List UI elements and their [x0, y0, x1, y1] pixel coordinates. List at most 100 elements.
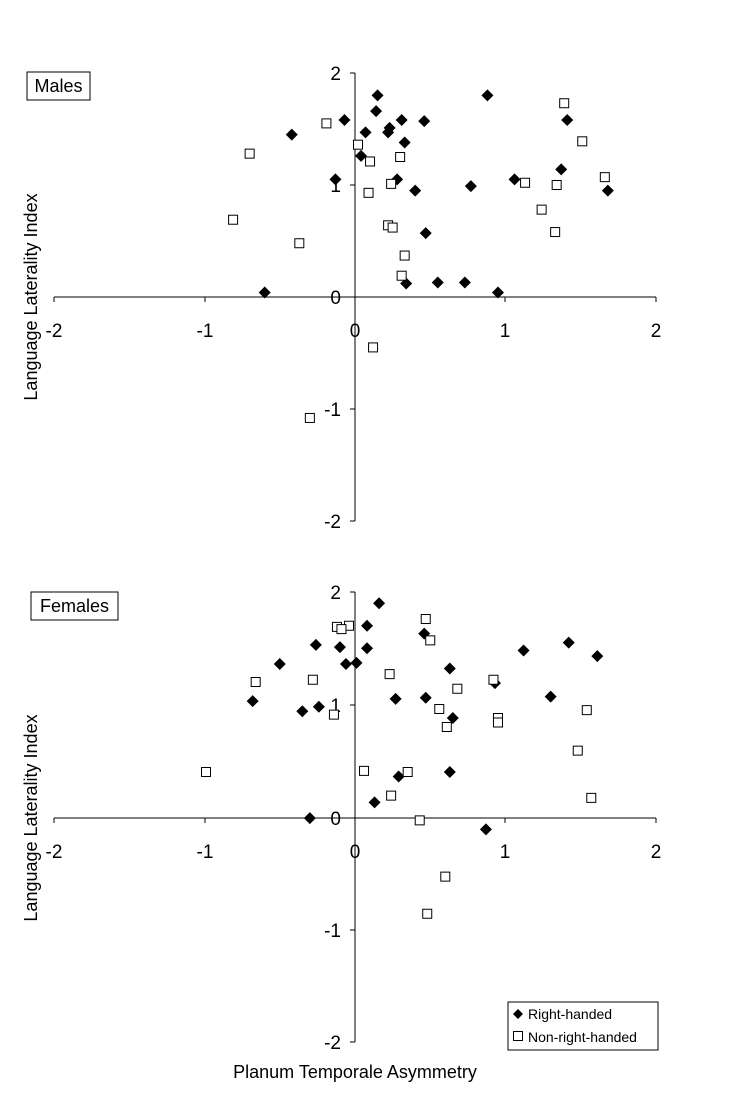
females-y-tick-label: -2 [324, 1033, 341, 1054]
males-y-tick-label: -2 [324, 512, 341, 533]
females-panel: -2 -1 0 1 2 2 1 0 -1 -2 Language Lateral… [21, 583, 661, 1054]
males-x-tick-label: 0 [350, 321, 361, 342]
legend-non-right-handed-marker [513, 1031, 523, 1041]
males-right-handed-point [370, 105, 383, 118]
males-non-right-handed-point [599, 172, 610, 183]
males-right-handed-point [508, 173, 521, 186]
males-right-handed-point [561, 114, 574, 127]
males-right-handed-point [491, 286, 504, 299]
males-non-right-handed-point [304, 412, 315, 423]
males-x-tick-label: -2 [46, 321, 63, 342]
females-non-right-handed-point [441, 722, 452, 732]
females-x-tick-label: 1 [500, 842, 511, 863]
males-x-tick-label: 2 [651, 321, 662, 342]
legend-right-handed-marker [513, 1009, 523, 1019]
males-non-right-handed-point [321, 118, 332, 129]
males-non-right-handed-point [386, 178, 397, 189]
legend-right-handed-label: Right-handed [528, 1006, 612, 1022]
males-y-axis-title: Language Laterality Index [21, 193, 41, 400]
males-right-handed-point [431, 276, 444, 289]
females-y-tick-label: 2 [330, 583, 341, 604]
males-y-tick-label: -1 [324, 400, 341, 421]
males-right-handed-point [395, 114, 408, 127]
males-x-tick-label: 1 [500, 321, 511, 342]
males-right-handed-point [418, 115, 431, 128]
females-right-handed-point [368, 796, 381, 809]
females-data-points [201, 597, 604, 919]
females-right-handed-point [443, 662, 456, 675]
females-non-right-handed-point [307, 674, 318, 685]
males-non-right-handed-point [399, 250, 410, 261]
females-non-right-handed-point [572, 745, 583, 756]
females-x-tick-label: 0 [350, 842, 361, 863]
females-non-right-handed-point [452, 683, 463, 694]
males-non-right-handed-point [365, 156, 376, 167]
males-non-right-handed-point [244, 148, 255, 159]
females-right-handed-point [246, 695, 259, 708]
females-non-right-handed-point [422, 908, 433, 919]
females-panel-label: Females [40, 596, 109, 616]
females-non-right-handed-point [440, 871, 451, 882]
legend-non-right-handed-label: Non-right-handed [528, 1029, 637, 1045]
males-non-right-handed-point [294, 238, 305, 249]
females-right-handed-point [443, 766, 456, 778]
males-right-handed-point [359, 126, 372, 139]
females-right-handed-point [373, 597, 386, 610]
males-non-right-handed-point [353, 139, 364, 150]
females-label-box [30, 591, 119, 621]
females-non-right-handed-point [425, 635, 436, 646]
males-right-handed-point [458, 276, 471, 289]
males-right-handed-point [338, 114, 351, 127]
females-non-right-handed-point [359, 765, 370, 776]
females-right-handed-point [361, 642, 374, 655]
females-y-tick-label: 1 [330, 696, 341, 717]
females-non-right-handed-point [420, 614, 431, 624]
females-non-right-handed-point [434, 704, 445, 714]
females-right-handed-point [419, 691, 432, 704]
males-non-right-handed-point [363, 187, 374, 198]
females-non-right-handed-point [402, 767, 413, 777]
males-non-right-handed-point [536, 204, 547, 215]
females-right-handed-point [273, 658, 286, 670]
females-y-axis-title: Language Laterality Index [21, 714, 41, 921]
males-y-tick-label: 2 [330, 64, 341, 85]
females-right-handed-point [296, 705, 309, 718]
males-x-tick-label: -1 [197, 321, 214, 342]
males-non-right-handed-point [228, 214, 239, 225]
females-right-handed-point [389, 692, 402, 705]
males-right-handed-point [382, 126, 395, 139]
females-non-right-handed-point [492, 717, 503, 728]
females-non-right-handed-point [386, 790, 397, 801]
males-data-points [228, 89, 614, 423]
females-non-right-handed-point [250, 677, 261, 687]
males-y-tick-label: 1 [330, 176, 341, 197]
males-non-right-handed-point [551, 180, 562, 190]
females-right-handed-point [562, 636, 575, 649]
males-non-right-handed-point [368, 342, 379, 353]
legend: Right-handed Non-right-handed [507, 1001, 659, 1051]
females-right-handed-point [350, 656, 363, 669]
females-right-handed-point [479, 823, 492, 836]
x-axis-title: Planum Temporale Asymmetry [233, 1062, 477, 1082]
females-non-right-handed-point [201, 767, 212, 777]
females-x-tick-label: -2 [46, 842, 63, 863]
females-right-handed-point [312, 700, 325, 713]
males-panel: -2 -1 0 1 2 2 1 0 -1 -2 Language Lateral… [21, 64, 661, 533]
females-non-right-handed-point [586, 792, 597, 803]
males-non-right-handed-point [550, 227, 561, 238]
males-right-handed-point [329, 173, 342, 186]
males-non-right-handed-point [520, 177, 531, 188]
females-right-handed-point [517, 644, 530, 657]
females-non-right-handed-point [414, 815, 425, 826]
females-non-right-handed-point [488, 674, 499, 685]
males-right-handed-point [464, 180, 477, 193]
females-right-handed-point [333, 641, 346, 654]
females-right-handed-point [392, 770, 405, 783]
males-right-handed-point [555, 163, 568, 176]
males-non-right-handed-point [395, 152, 406, 162]
males-label-box [26, 71, 91, 101]
males-panel-label: Males [34, 76, 82, 96]
males-right-handed-point [285, 128, 298, 141]
males-right-handed-point [355, 149, 368, 162]
females-right-handed-point [591, 650, 604, 663]
